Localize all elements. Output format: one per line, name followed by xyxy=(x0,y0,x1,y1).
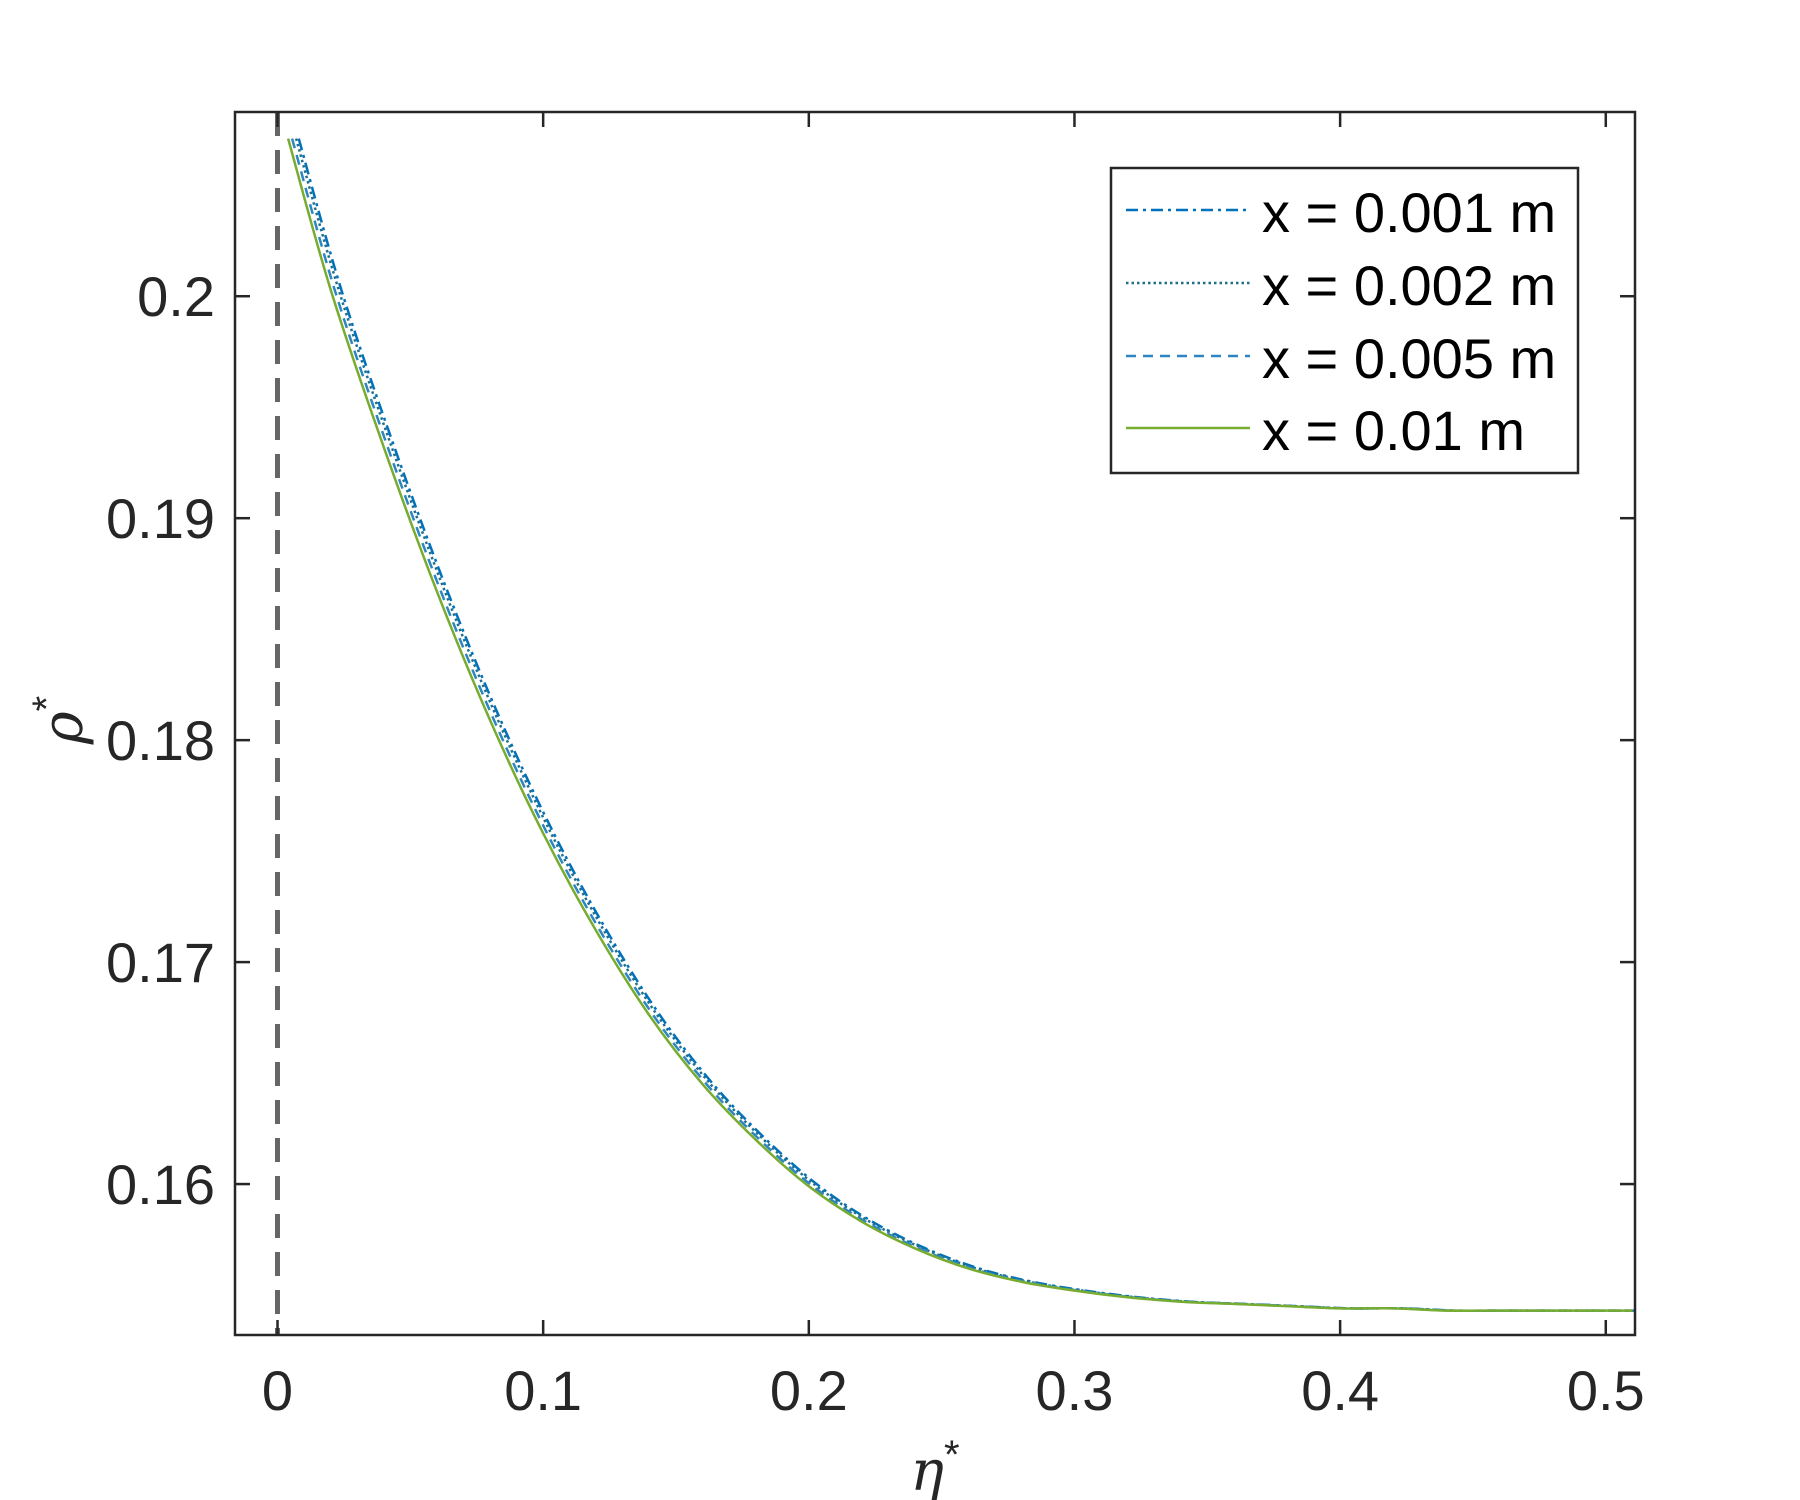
x-axis-label-superscript: * xyxy=(944,1433,960,1477)
plot-frame xyxy=(233,110,1637,1337)
x-tick-label: 0.3 xyxy=(1036,1359,1114,1422)
x-tick-labels: 0 0.1 0.2 0.3 0.4 0.5 xyxy=(262,1359,1645,1422)
y-axis-label-symbol: ρ xyxy=(31,711,96,745)
legend: x = 0.001 m x = 0.002 m x = 0.005 m x = 0.0… xyxy=(1109,166,1580,475)
x-tick-label: 0.2 xyxy=(770,1359,848,1422)
y-axis-label-superscript: * xyxy=(25,696,69,712)
x-tick-label: 0.4 xyxy=(1301,1359,1379,1422)
y-tick-label: 0.16 xyxy=(106,1153,215,1216)
legend-label-2: x = 0.002 m xyxy=(1262,254,1556,317)
y-tick-labels: 0.16 0.17 0.18 0.19 0.2 xyxy=(106,265,215,1216)
y-tick-label: 0.2 xyxy=(137,265,215,328)
y-axis-label: ρ* xyxy=(25,696,96,746)
x-axis-label-symbol: η xyxy=(910,1439,944,1500)
y-tick-label: 0.17 xyxy=(106,931,215,994)
x-tick-label: 0 xyxy=(262,1359,293,1422)
x-axis-label: η* xyxy=(910,1433,959,1500)
y-tick-label: 0.18 xyxy=(106,709,215,772)
x-tick-label: 0.1 xyxy=(504,1359,582,1422)
legend-box xyxy=(1109,166,1580,475)
legend-label-3: x = 0.005 m xyxy=(1262,327,1556,390)
axis-ticks xyxy=(235,112,1635,1335)
series-line-1 xyxy=(297,138,1635,1312)
series-line-4 xyxy=(286,138,1633,1312)
legend-label-1: x = 0.001 m xyxy=(1262,181,1556,244)
y-tick-label: 0.19 xyxy=(106,487,215,550)
series-lines xyxy=(286,138,1635,1312)
legend-label-4: x = 0.01 m xyxy=(1262,399,1525,462)
legend-entries: x = 0.001 m x = 0.002 m x = 0.005 m x = 0.0… xyxy=(1126,181,1556,462)
x-tick-label: 0.5 xyxy=(1567,1359,1645,1422)
